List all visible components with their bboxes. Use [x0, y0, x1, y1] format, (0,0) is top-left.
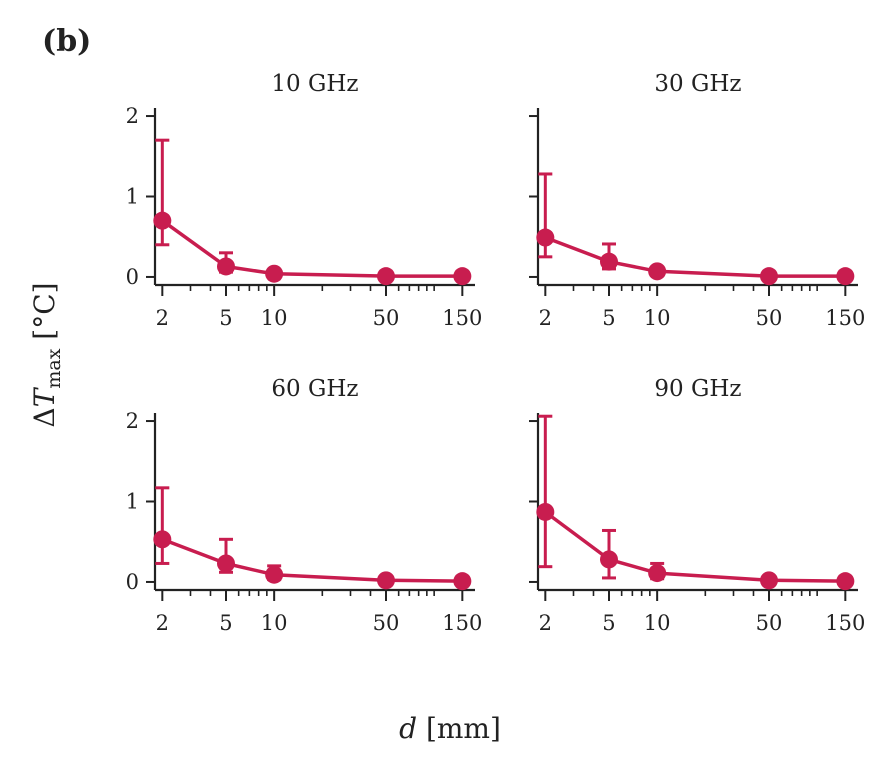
data-point — [599, 550, 618, 569]
x-tick-label: 2 — [539, 611, 552, 635]
data-point — [376, 267, 395, 286]
subplot-title: 60 GHz — [271, 376, 358, 402]
x-tick-label: 2 — [539, 306, 552, 330]
x-tick-label: 150 — [442, 611, 482, 635]
x-tick-label: 10 — [644, 306, 671, 330]
x-tick-label: 5 — [602, 611, 615, 635]
subplot-title: 30 GHz — [654, 71, 741, 97]
data-point — [648, 262, 667, 281]
x-tick-label: 10 — [644, 611, 671, 635]
subplot-30-ghz: 30 GHz 2 5 10 50 150 — [529, 71, 865, 330]
x-tick-label: 150 — [825, 306, 865, 330]
y-axis-label: ΔTmax [°C] — [28, 282, 65, 427]
x-tick-label: 50 — [373, 611, 400, 635]
series-line — [161, 537, 463, 583]
x-axis-label: d [mm] — [399, 712, 501, 745]
y-tick-label: 1 — [126, 490, 139, 514]
data-point — [153, 211, 172, 230]
x-tick-label: 10 — [261, 611, 288, 635]
data-point — [265, 264, 284, 283]
data-point — [836, 572, 855, 591]
data-point — [599, 252, 618, 271]
subplot-60-ghz: 60 GHz 0 1 2 2 5 10 50 150 — [126, 376, 483, 635]
data-point — [376, 571, 395, 590]
x-tick-label: 5 — [219, 306, 232, 330]
x-tick-label: 5 — [602, 306, 615, 330]
data-point — [216, 257, 235, 276]
data-point — [265, 565, 284, 584]
data-point — [216, 554, 235, 573]
data-point — [453, 267, 472, 286]
panel-label: (b) — [42, 24, 91, 59]
x-tick-label: 50 — [756, 306, 783, 330]
x-tick-label: 150 — [442, 306, 482, 330]
series-line — [161, 219, 463, 278]
y-tick-label: 2 — [126, 104, 139, 128]
data-point — [453, 572, 472, 591]
data-point — [759, 571, 778, 590]
subplot-10-ghz: 10 GHz 0 1 2 2 5 10 50 150 — [126, 71, 483, 330]
data-point — [759, 267, 778, 286]
x-tick-label: 5 — [219, 611, 232, 635]
subplot-title: 10 GHz — [271, 71, 358, 97]
x-tick-label: 150 — [825, 611, 865, 635]
y-tick-label: 0 — [126, 570, 139, 594]
x-tick-label: 50 — [756, 611, 783, 635]
x-tick-label: 2 — [156, 306, 169, 330]
series-line — [544, 510, 846, 583]
data-point — [836, 267, 855, 286]
x-tick-label: 10 — [261, 306, 288, 330]
data-point — [648, 564, 667, 583]
series-line — [544, 235, 846, 278]
subplot-90-ghz: 90 GHz 2 5 10 50 150 — [529, 376, 865, 635]
x-tick-label: 2 — [156, 611, 169, 635]
y-tick-label: 1 — [126, 185, 139, 209]
y-tick-label: 0 — [126, 265, 139, 289]
x-tick-label: 50 — [373, 306, 400, 330]
data-point — [153, 530, 172, 549]
subplot-title: 90 GHz — [654, 376, 741, 402]
data-point — [536, 502, 555, 521]
data-point — [536, 228, 555, 247]
y-tick-label: 2 — [126, 409, 139, 433]
